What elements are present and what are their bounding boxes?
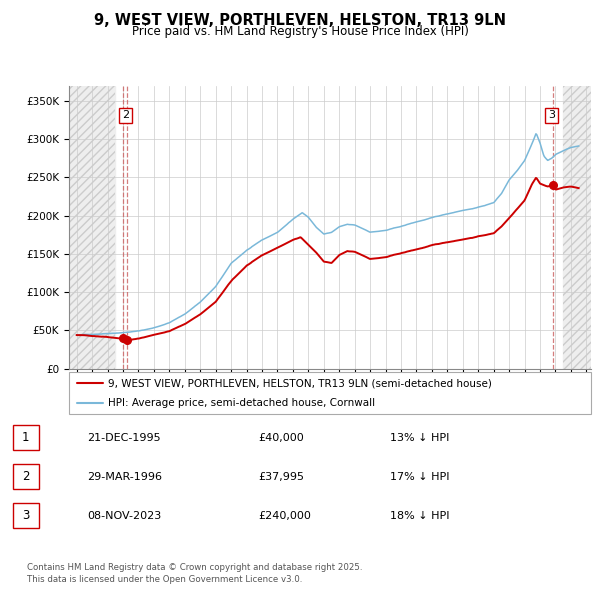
Text: 9, WEST VIEW, PORTHLEVEN, HELSTON, TR13 9LN (semi-detached house): 9, WEST VIEW, PORTHLEVEN, HELSTON, TR13 … xyxy=(108,378,492,388)
Bar xyxy=(69,86,115,369)
Text: 1: 1 xyxy=(22,431,29,444)
Text: 08-NOV-2023: 08-NOV-2023 xyxy=(87,511,161,520)
Text: Contains HM Land Registry data © Crown copyright and database right 2025.
This d: Contains HM Land Registry data © Crown c… xyxy=(27,563,362,584)
Text: 2: 2 xyxy=(22,470,29,483)
Text: 18% ↓ HPI: 18% ↓ HPI xyxy=(390,511,449,520)
FancyBboxPatch shape xyxy=(69,372,591,414)
Text: HPI: Average price, semi-detached house, Cornwall: HPI: Average price, semi-detached house,… xyxy=(108,398,375,408)
Text: 3: 3 xyxy=(22,509,29,522)
Bar xyxy=(563,86,594,369)
Text: 29-MAR-1996: 29-MAR-1996 xyxy=(87,472,162,481)
Text: 13% ↓ HPI: 13% ↓ HPI xyxy=(390,433,449,442)
Bar xyxy=(69,86,115,369)
Text: £240,000: £240,000 xyxy=(258,511,311,520)
Text: £40,000: £40,000 xyxy=(258,433,304,442)
Text: £37,995: £37,995 xyxy=(258,472,304,481)
Text: 21-DEC-1995: 21-DEC-1995 xyxy=(87,433,161,442)
Text: 17% ↓ HPI: 17% ↓ HPI xyxy=(390,472,449,481)
Text: 3: 3 xyxy=(548,110,555,120)
Text: 2: 2 xyxy=(122,110,129,120)
Text: 9, WEST VIEW, PORTHLEVEN, HELSTON, TR13 9LN: 9, WEST VIEW, PORTHLEVEN, HELSTON, TR13 … xyxy=(94,13,506,28)
Bar xyxy=(563,86,594,369)
Text: Price paid vs. HM Land Registry's House Price Index (HPI): Price paid vs. HM Land Registry's House … xyxy=(131,25,469,38)
